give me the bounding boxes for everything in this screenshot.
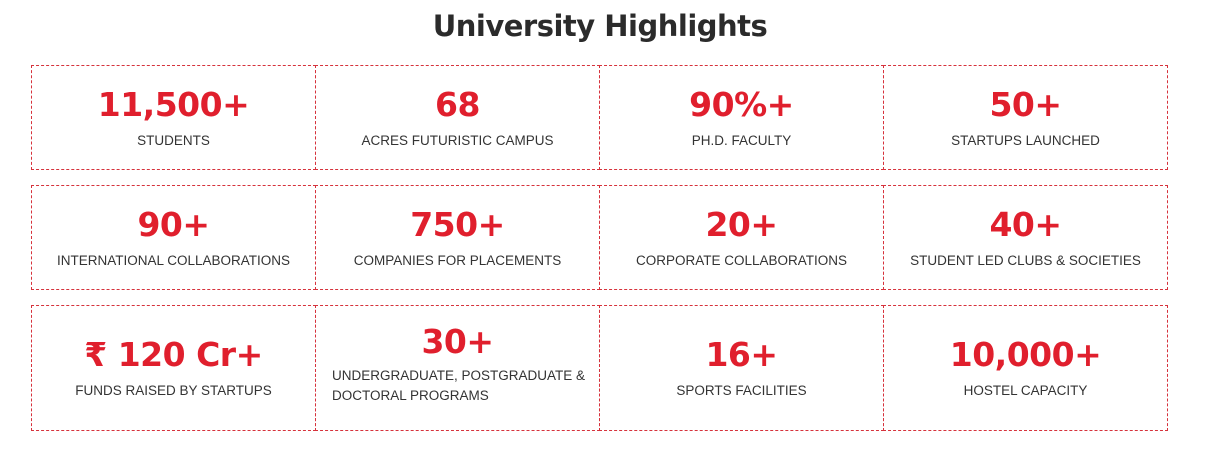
highlight-label: CORPORATE COLLABORATIONS [635, 252, 848, 268]
highlight-card-international: 90+ INTERNATIONAL COLLABORATIONS [31, 185, 316, 290]
highlight-label: STUDENT LED CLUBS & SOCIETIES [910, 252, 1141, 268]
section-title: University Highlights [432, 9, 768, 43]
highlight-card-faculty: 90%+ PH.D. FACULTY [599, 65, 884, 170]
highlights-row-2: 90+ INTERNATIONAL COLLABORATIONS 750+ CO… [31, 185, 1171, 290]
highlight-value: ₹ 120 Cr+ [84, 335, 263, 374]
highlight-label: STUDENTS [137, 132, 210, 148]
highlight-label: UNDERGRADUATE, POSTGRADUATE & DOCTORAL P… [332, 368, 586, 403]
highlight-label: COMPANIES FOR PLACEMENTS [353, 252, 562, 268]
highlights-grid: 11,500+ STUDENTS 68 ACRES FUTURISTIC CAM… [31, 65, 1171, 431]
highlight-value: 68 [435, 84, 480, 124]
highlight-value: 16+ [705, 335, 778, 374]
highlight-card-funds: ₹ 120 Cr+ FUNDS RAISED BY STARTUPS [31, 305, 316, 431]
highlight-value: 40+ [989, 204, 1062, 244]
highlight-card-hostel: 10,000+ HOSTEL CAPACITY [883, 305, 1168, 431]
highlight-value: 90+ [137, 204, 210, 244]
highlight-value: 50+ [989, 84, 1062, 124]
highlight-label: PH.D. FACULTY [691, 132, 792, 148]
highlight-value: 750+ [410, 204, 505, 244]
highlight-card-startups: 50+ STARTUPS LAUNCHED [883, 65, 1168, 170]
highlight-label: STARTUPS LAUNCHED [951, 132, 1100, 148]
highlights-row-3: ₹ 120 Cr+ FUNDS RAISED BY STARTUPS 30+ U… [31, 305, 1171, 431]
highlight-card-placements: 750+ COMPANIES FOR PLACEMENTS [315, 185, 600, 290]
highlight-card-programs: 30+ UNDERGRADUATE, POSTGRADUATE & DOCTOR… [315, 305, 600, 431]
highlight-label: SPORTS FACILITIES [676, 383, 807, 398]
highlight-card-sports: 16+ SPORTS FACILITIES [599, 305, 884, 431]
highlight-card-corporate: 20+ CORPORATE COLLABORATIONS [599, 185, 884, 290]
highlight-card-clubs: 40+ STUDENT LED CLUBS & SOCIETIES [883, 185, 1168, 290]
highlight-value: 90%+ [689, 84, 794, 124]
highlight-card-students: 11,500+ STUDENTS [31, 65, 316, 170]
highlights-row-1: 11,500+ STUDENTS 68 ACRES FUTURISTIC CAM… [31, 65, 1171, 170]
highlight-value: 20+ [705, 204, 778, 244]
highlight-card-campus: 68 ACRES FUTURISTIC CAMPUS [315, 65, 600, 170]
highlight-value: 30+ [421, 322, 494, 361]
highlight-label: INTERNATIONAL COLLABORATIONS [56, 252, 291, 268]
highlight-label: ACRES FUTURISTIC CAMPUS [361, 132, 554, 148]
highlight-value: 10,000+ [949, 335, 1102, 374]
highlight-label: FUNDS RAISED BY STARTUPS [75, 383, 272, 398]
highlight-value: 11,500+ [97, 84, 250, 124]
highlight-label: HOSTEL CAPACITY [963, 383, 1088, 398]
